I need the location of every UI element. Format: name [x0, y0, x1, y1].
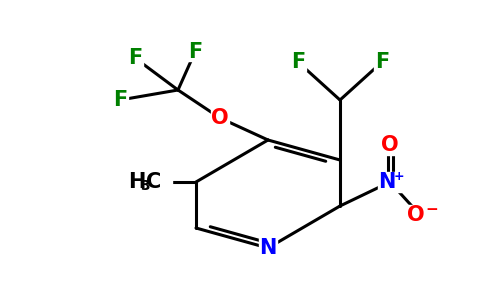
Text: N: N: [259, 238, 277, 258]
Text: 3: 3: [140, 179, 150, 193]
Text: N: N: [378, 172, 396, 192]
Text: −: −: [425, 202, 439, 217]
Text: O: O: [211, 108, 229, 128]
Text: F: F: [188, 42, 202, 62]
Text: F: F: [291, 52, 305, 72]
Bar: [112, 91, 128, 109]
Bar: [378, 172, 402, 192]
Bar: [290, 53, 306, 71]
Bar: [187, 43, 203, 61]
Bar: [381, 135, 399, 155]
Text: F: F: [375, 52, 389, 72]
Bar: [127, 49, 143, 67]
Text: F: F: [128, 48, 142, 68]
Bar: [374, 53, 390, 71]
Bar: [211, 108, 229, 128]
Bar: [259, 238, 277, 258]
Text: F: F: [113, 90, 127, 110]
Bar: [407, 205, 433, 225]
Text: H: H: [128, 172, 146, 192]
Text: C: C: [146, 172, 162, 192]
Text: O: O: [407, 205, 425, 225]
Text: O: O: [381, 135, 399, 155]
Text: +: +: [393, 170, 404, 184]
Bar: [128, 171, 172, 193]
